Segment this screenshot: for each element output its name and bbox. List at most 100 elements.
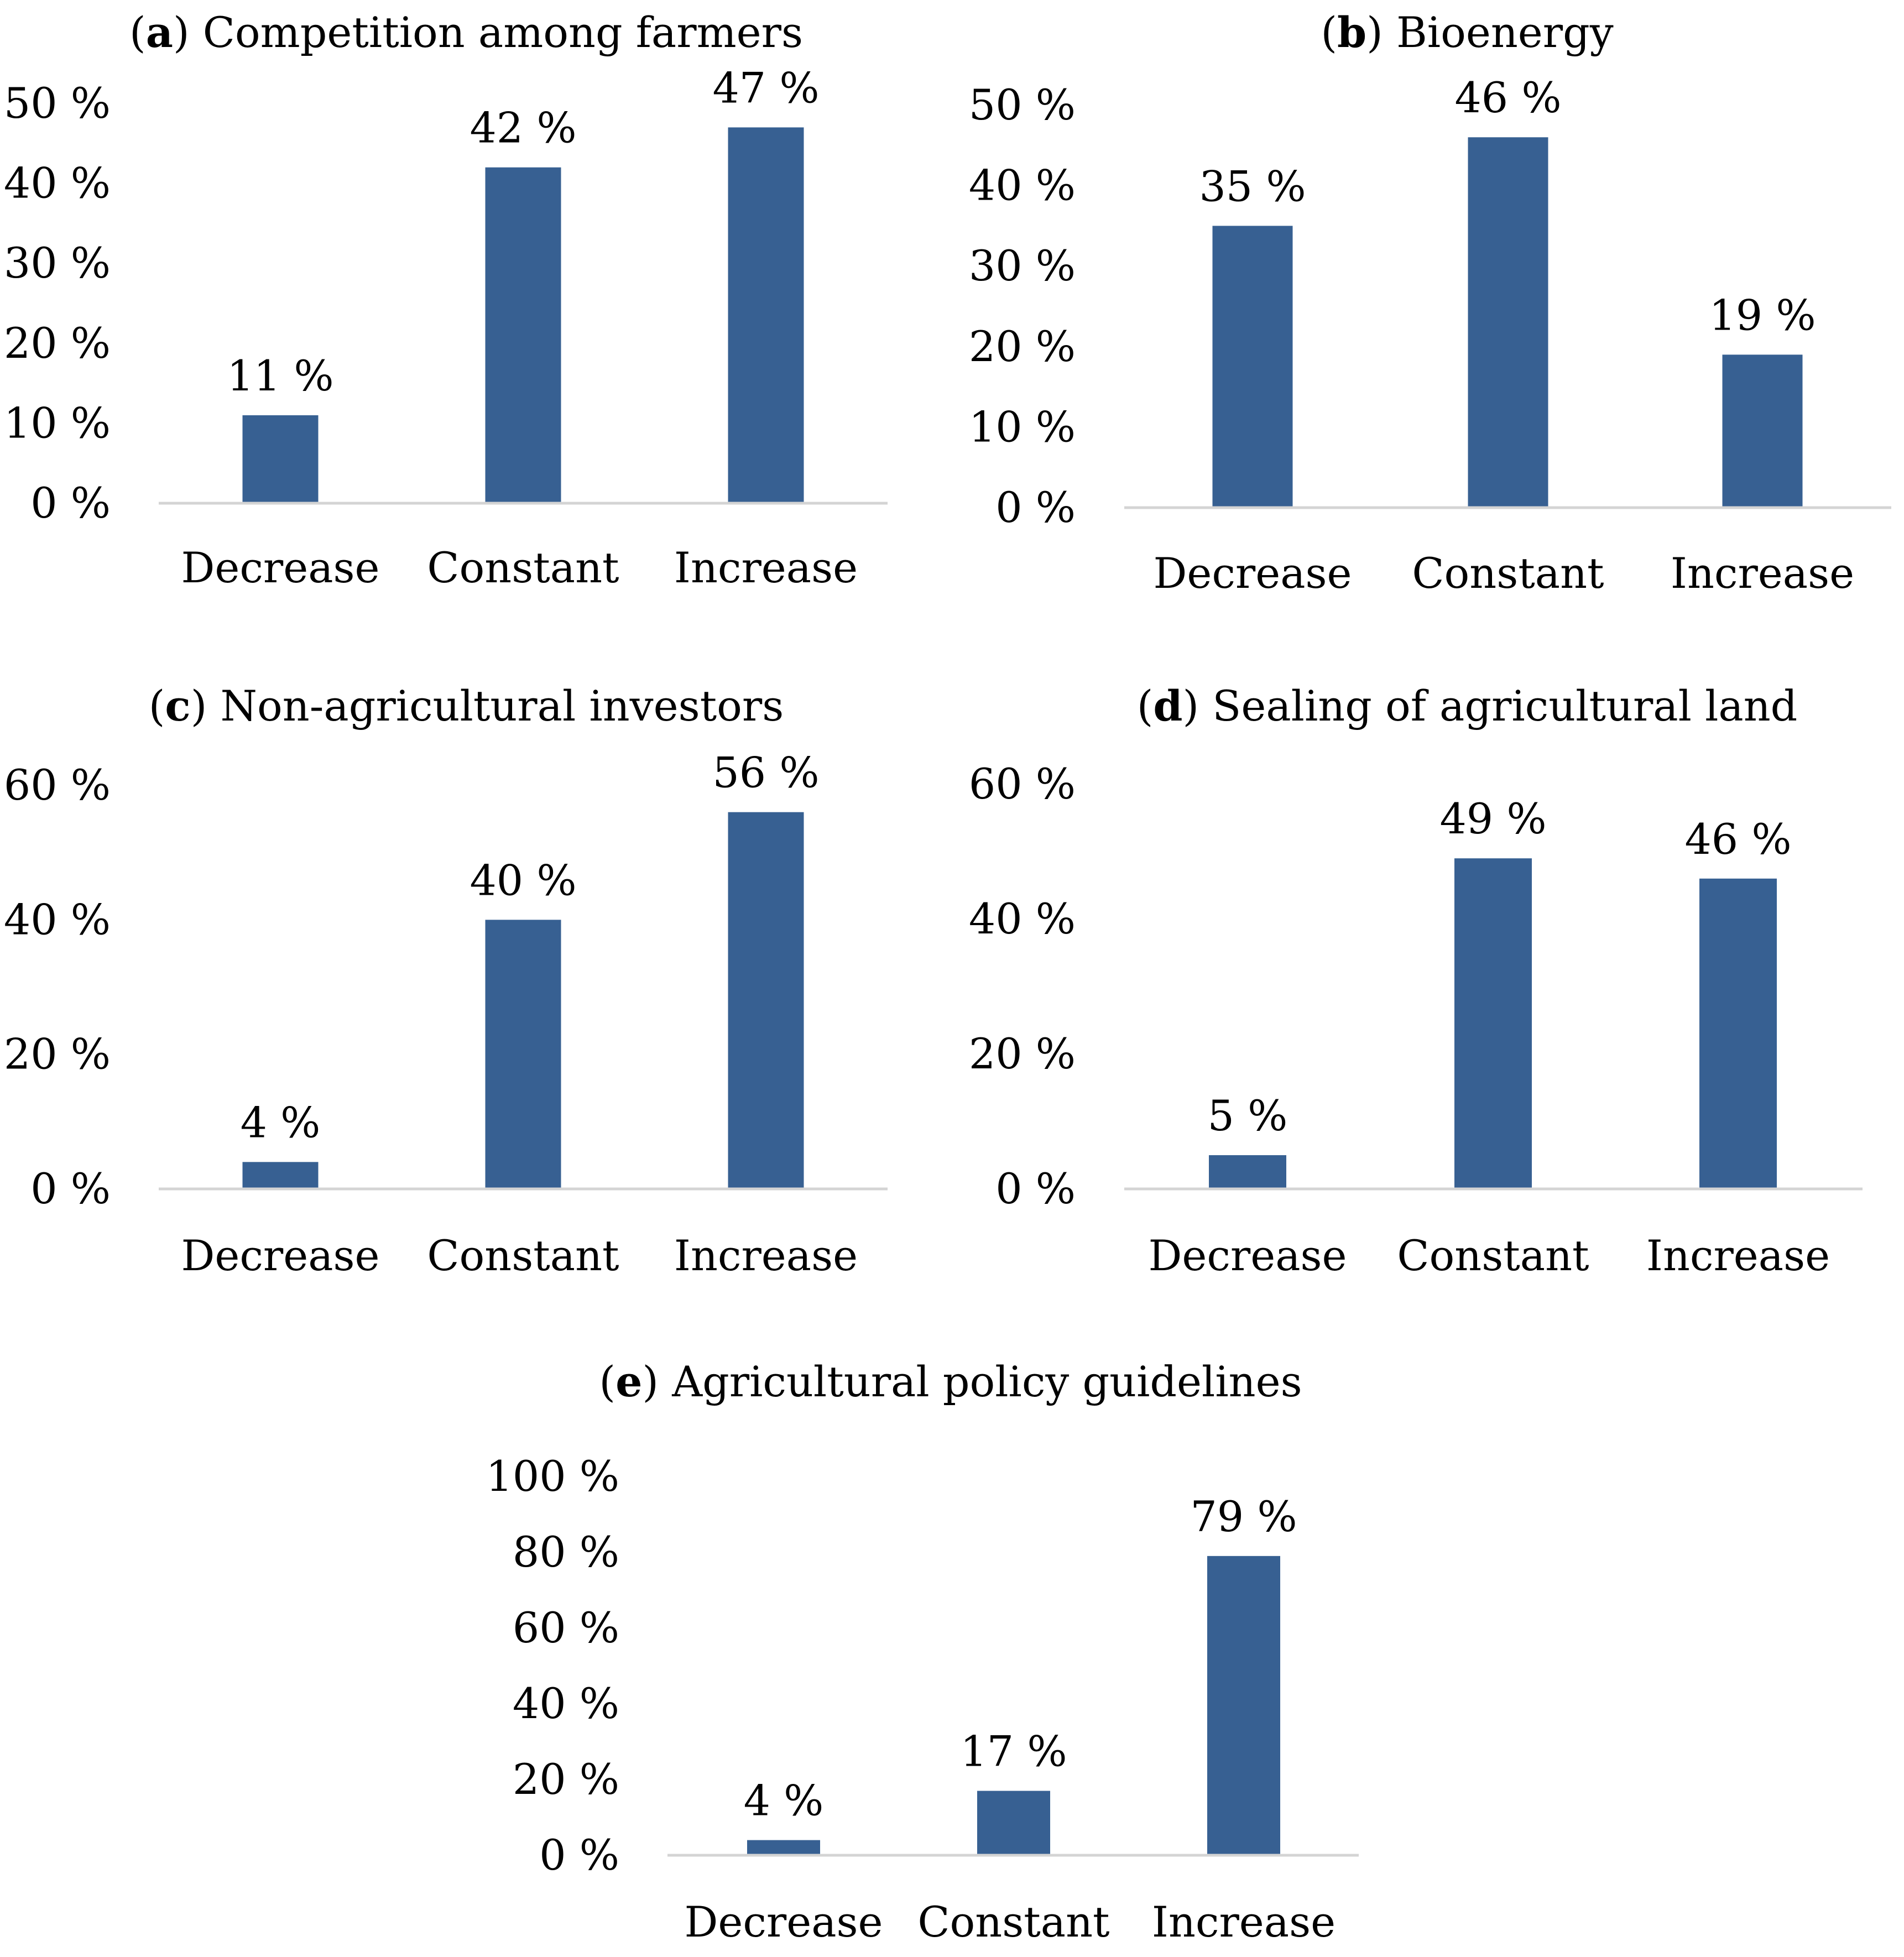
y-tick-label: 0 % [30,1164,111,1213]
chart-title-open-paren: ( [129,8,146,57]
data-label: 49 % [1439,794,1546,843]
bar-increase [1722,354,1803,508]
y-tick-label: 50 % [4,79,111,128]
chart-title-open-paren: ( [1321,8,1337,57]
bar-constant [1454,858,1532,1189]
y-tick-label: 0 % [30,478,111,528]
y-tick-label: 0 % [539,1830,619,1880]
chart-b: (b) Bioenergy 0 % 10 % 20 % 30 % 40 % 50 % 35 %… [969,8,1891,598]
category-label: Constant [1397,1231,1589,1280]
y-tick-label: 40 % [4,895,111,944]
data-label: 42 % [470,103,576,153]
y-tick-label: 0 % [995,1164,1076,1213]
data-label: 79 % [1190,1492,1297,1541]
category-label: Constant [1412,549,1604,598]
bar-decrease [1212,226,1293,508]
y-tick-label: 20 % [513,1755,619,1804]
data-label: 46 % [1684,815,1791,864]
y-tick-label: 100 % [486,1452,619,1501]
chart-title: (e) Agricultural policy guidelines [599,1357,1302,1406]
chart-title-text: Agricultural policy guidelines [671,1357,1302,1406]
data-label: 4 % [744,1776,824,1825]
y-tick-label: 30 % [4,238,111,288]
y-tick-label: 10 % [969,402,1076,451]
y-tick-label: 40 % [4,159,111,208]
bar-decrease [747,1840,820,1855]
bar-decrease [242,415,319,503]
chart-title-text: Bioenergy [1396,8,1614,57]
data-label: 40 % [470,855,576,905]
data-label: 19 % [1709,290,1816,340]
data-label: 46 % [1454,73,1561,122]
category-label: Increase [674,543,858,592]
y-tick-label: 40 % [969,161,1076,210]
category-label: Constant [917,1897,1109,1946]
y-tick-label: 20 % [4,1030,111,1079]
y-tick-label: 10 % [4,398,111,447]
bar-constant [1468,137,1548,508]
chart-title: (c) Non-agricultural investors [149,681,784,730]
data-label: 4 % [241,1098,321,1147]
chart-title-letter: e [615,1357,642,1406]
chart-title-letter: a [146,8,173,57]
bar-increase [1699,878,1777,1189]
bar-constant [977,1791,1050,1855]
chart-title-letter: c [165,681,190,730]
data-label: 47 % [712,63,819,112]
chart-title: (a) Competition among farmers [129,8,803,57]
chart-title: (b) Bioenergy [1321,8,1613,57]
chart-title-open-paren: ( [1137,681,1154,730]
y-tick-label: 20 % [969,322,1076,371]
chart-title-close-paren: ) [642,1357,672,1406]
y-tick-label: 30 % [969,241,1076,290]
bar-increase [728,127,804,503]
category-label: Increase [1646,1231,1830,1280]
data-label: 17 % [960,1727,1067,1776]
chart-title-text: Competition among farmers [203,8,803,57]
chart-title-open-paren: ( [149,681,165,730]
y-tick-label: 50 % [969,80,1076,129]
category-label: Constant [427,1231,619,1280]
data-label: 35 % [1199,161,1306,211]
y-tick-label: 40 % [969,894,1076,943]
chart-title-letter: b [1337,8,1366,57]
bar-increase [1207,1556,1280,1855]
chart-title-close-paren: ) [191,681,221,730]
chart-title-text: Sealing of agricultural land [1212,681,1797,730]
category-label: Constant [427,543,619,592]
y-tick-label: 40 % [513,1679,619,1728]
y-tick-label: 0 % [995,483,1076,532]
data-label: 11 % [227,351,333,400]
chart-c: (c) Non-agricultural investors 0 % 20 % 40 … [4,681,888,1280]
bar-decrease [1209,1155,1286,1189]
bar-decrease [242,1162,319,1189]
category-label: Decrease [1148,1231,1347,1280]
y-tick-label: 60 % [513,1603,619,1652]
chart-title-letter: d [1153,681,1182,730]
category-label: Decrease [1153,549,1352,598]
chart-title-text: Non-agricultural investors [221,681,784,730]
category-label: Decrease [181,1231,379,1280]
bar-increase [728,812,804,1189]
category-label: Increase [674,1231,858,1280]
y-tick-label: 20 % [969,1029,1076,1078]
bar-constant [485,920,561,1189]
chart-d: (d) Sealing of agricultural land 0 % 20 % 4… [969,681,1863,1280]
y-tick-label: 60 % [4,760,111,810]
chart-e: (e) Agricultural policy guidelines 0 % 20 … [486,1357,1359,1946]
chart-title: (d) Sealing of agricultural land [1137,681,1798,730]
category-label: Decrease [684,1897,883,1946]
chart-title-open-paren: ( [599,1357,615,1406]
bar-constant [485,167,561,503]
data-label: 5 % [1208,1091,1288,1140]
y-tick-label: 60 % [969,759,1076,808]
category-label: Decrease [181,543,379,592]
chart-title-close-paren: ) [1366,8,1396,57]
y-tick-label: 20 % [4,319,111,368]
category-label: Increase [1671,549,1854,598]
y-tick-label: 80 % [513,1527,619,1577]
chart-title-close-paren: ) [173,8,203,57]
category-label: Increase [1152,1897,1336,1946]
chart-title-close-paren: ) [1182,681,1212,730]
